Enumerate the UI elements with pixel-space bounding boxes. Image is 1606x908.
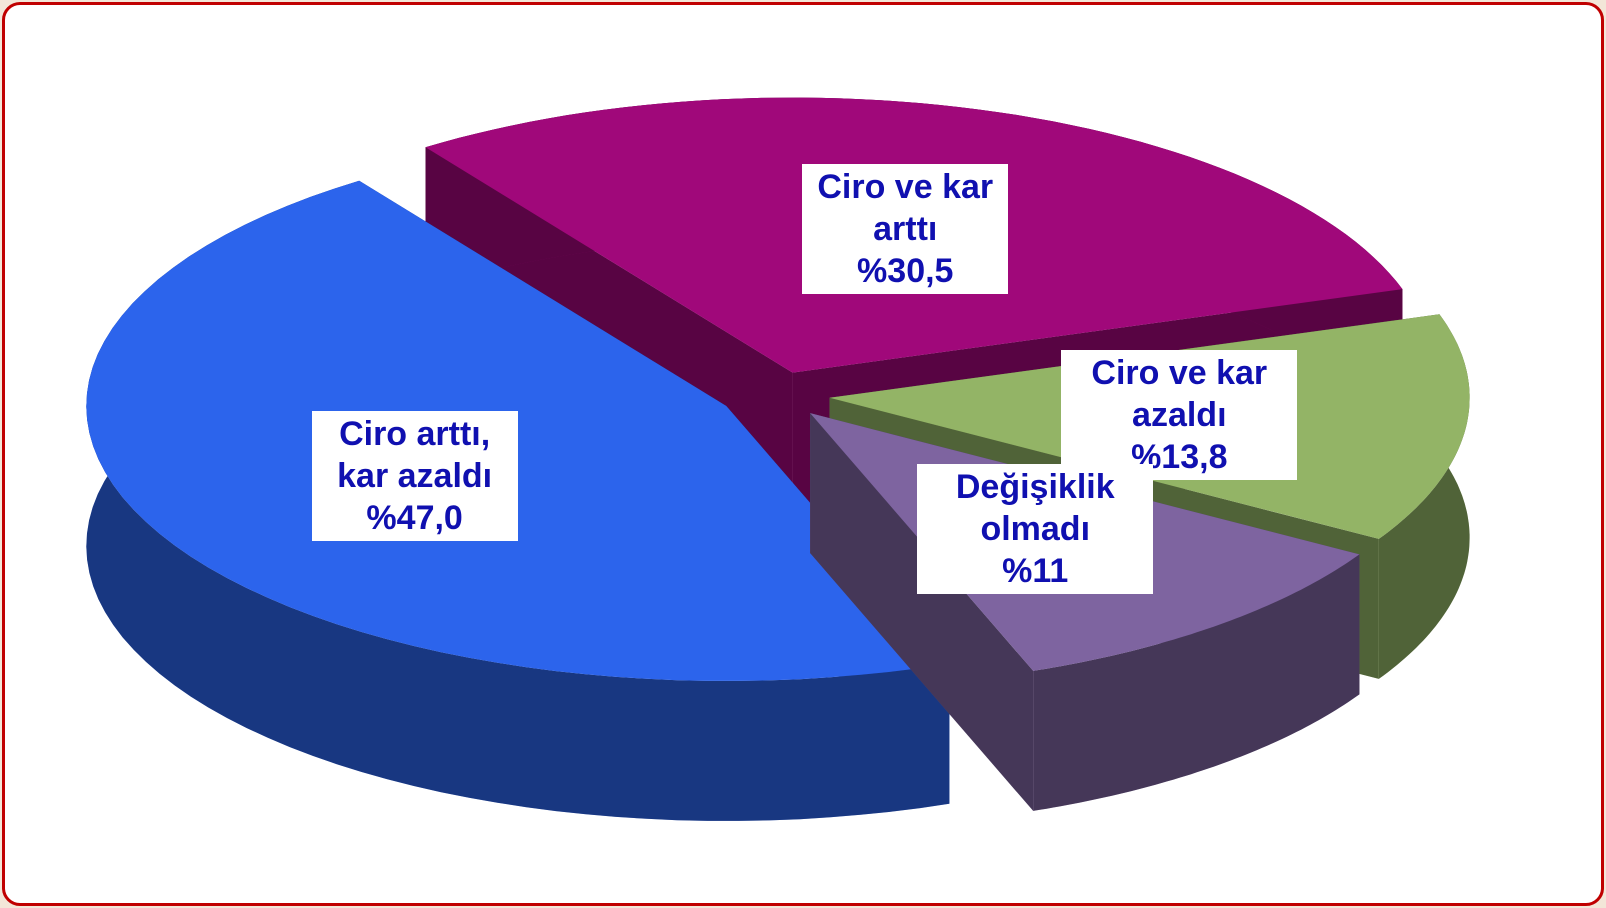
slice-side-shade bbox=[1033, 554, 1360, 811]
data-label: Ciro ve kar arttı %30,5 bbox=[802, 164, 1009, 295]
data-label: Ciro ve kar azaldı %13,8 bbox=[1061, 350, 1298, 481]
slice-side bbox=[86, 180, 950, 821]
category-label: Değişiklik olmadı bbox=[955, 468, 1115, 549]
slice-side bbox=[1033, 554, 1360, 811]
category-label: Ciro ve kar arttı bbox=[817, 168, 994, 249]
chart bbox=[86, 97, 1470, 821]
data-label: Ciro arttı, kar azaldı %47,0 bbox=[311, 411, 518, 542]
slice-side-shade bbox=[810, 413, 1034, 811]
category-label: Ciro ve kar azaldı bbox=[1091, 354, 1268, 435]
slice-side bbox=[810, 413, 1034, 811]
slice bbox=[86, 180, 950, 681]
data-label: Değişiklik olmadı %11 bbox=[917, 464, 1154, 595]
value-label: %30,5 bbox=[857, 252, 954, 291]
value-label: %47,0 bbox=[366, 499, 463, 538]
slice-side-shade bbox=[86, 180, 950, 821]
category-label: Ciro arttı, kar azaldı bbox=[337, 415, 493, 496]
value-label: %11 bbox=[1002, 552, 1069, 591]
